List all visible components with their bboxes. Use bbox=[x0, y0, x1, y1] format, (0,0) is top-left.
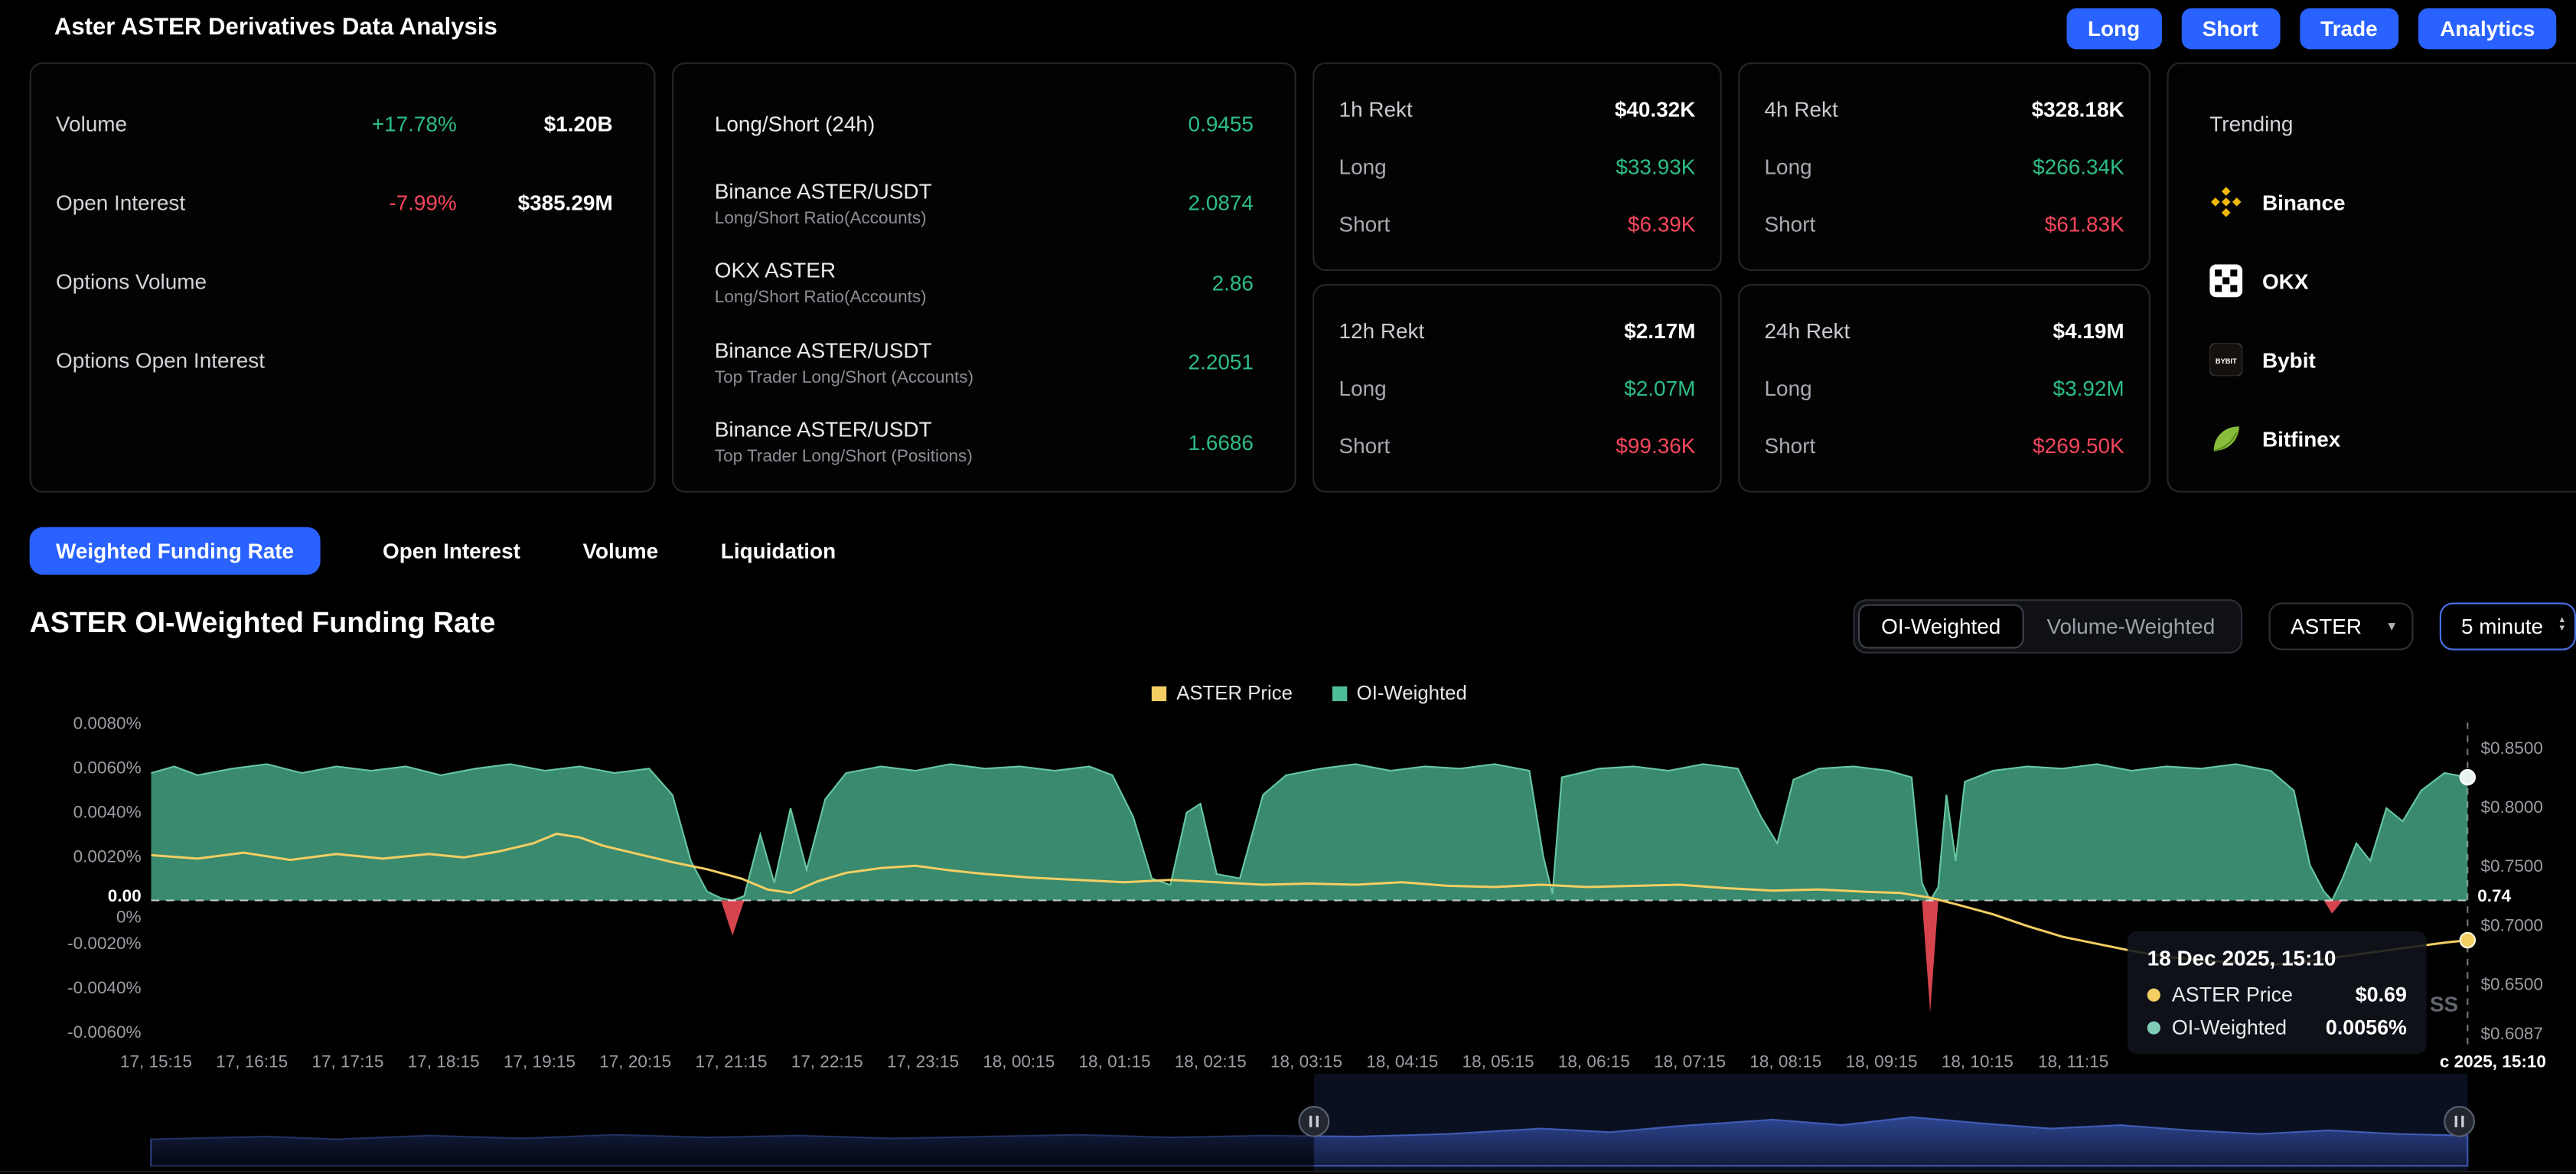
oi-weighted-swatch-icon bbox=[1332, 686, 1346, 700]
tooltip-value: 0.0056% bbox=[2326, 1016, 2407, 1039]
tooltip-label: ASTER Price bbox=[2172, 983, 2344, 1006]
price-swatch-icon bbox=[1152, 686, 1166, 700]
watermark-text: SS bbox=[2430, 992, 2458, 1016]
tooltip-title: 18 Dec 2025, 15:10 bbox=[2147, 946, 2407, 970]
tooltip-label: OI-Weighted bbox=[2172, 1016, 2314, 1039]
legend-aster-price[interactable]: ASTER Price bbox=[1152, 681, 1293, 704]
legend-label: OI-Weighted bbox=[1357, 681, 1467, 704]
legend-label: ASTER Price bbox=[1176, 681, 1293, 704]
tooltip-value: $0.69 bbox=[2356, 983, 2407, 1006]
navigator-handle[interactable] bbox=[2444, 1107, 2474, 1136]
app: Aster ASTER Derivatives Data Analysis Lo… bbox=[0, 0, 2576, 1174]
zero-line-left-label: 0.00 bbox=[104, 887, 144, 907]
legend-oi-weighted[interactable]: OI-Weighted bbox=[1332, 681, 1466, 704]
tooltip-row: ASTER Price $0.69 bbox=[2147, 983, 2407, 1006]
chart-legend: ASTER Price OI-Weighted bbox=[151, 681, 2467, 704]
navigator-handle[interactable] bbox=[1299, 1107, 1329, 1136]
chart-tooltip: 18 Dec 2025, 15:10 ASTER Price $0.69 OI-… bbox=[2128, 931, 2427, 1054]
zero-line-right-label: 0.74 bbox=[2474, 887, 2514, 907]
tooltip-row: OI-Weighted 0.0056% bbox=[2147, 1016, 2407, 1039]
price-dot-icon bbox=[2147, 989, 2160, 1002]
oi-weighted-dot-icon bbox=[2147, 1021, 2160, 1034]
